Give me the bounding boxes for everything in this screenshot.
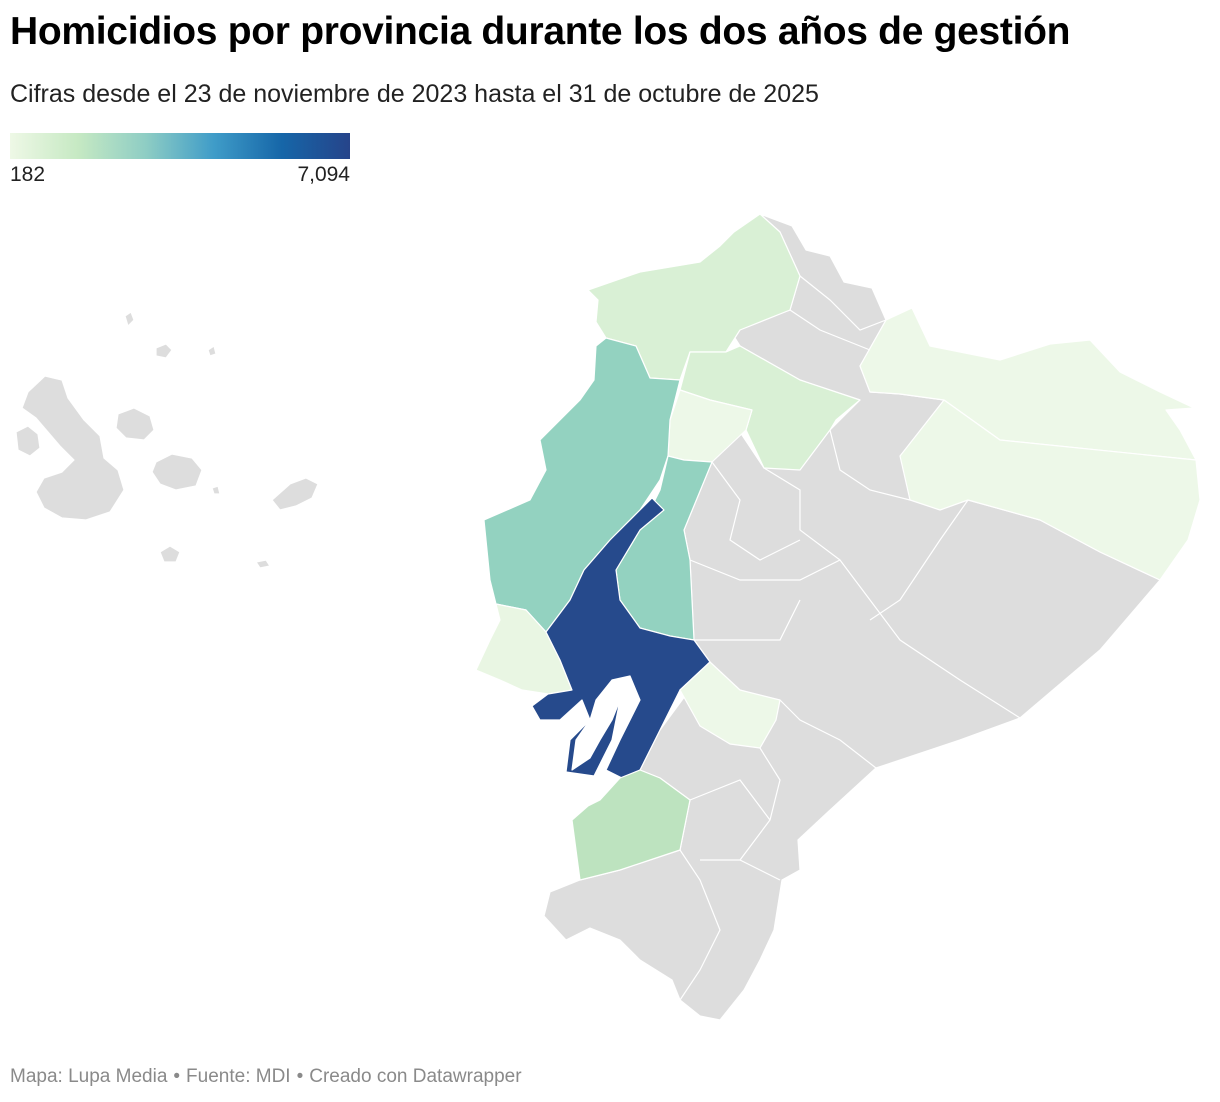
island-genovesa xyxy=(207,345,217,357)
ecuador-province-map xyxy=(15,213,1201,1021)
island-san-cristobal xyxy=(271,477,319,511)
chart-title: Homicidios por provincia durante los dos… xyxy=(10,10,1071,53)
legend-labels: 182 7,094 xyxy=(10,163,350,191)
map-credit: Mapa: Lupa Media xyxy=(10,1066,168,1087)
galapagos-islands xyxy=(15,311,319,569)
island-floreana xyxy=(159,545,181,563)
data-source: Fuente: MDI xyxy=(186,1066,291,1087)
chart-subtitle: Cifras desde el 23 de noviembre de 2023 … xyxy=(10,80,819,108)
island-small-east xyxy=(211,485,221,495)
island-fernandina xyxy=(15,425,41,457)
footer-credits: Mapa: Lupa Media • Fuente: MDI • Creado con … xyxy=(10,1066,522,1088)
region-sucumbios xyxy=(859,307,1197,461)
color-legend: 182 7,094 xyxy=(10,133,350,191)
region-orellana xyxy=(899,399,1201,581)
province-boundaries xyxy=(679,275,1021,1001)
legend-max-label: 7,094 xyxy=(297,163,350,186)
footer-separator: • xyxy=(173,1066,181,1087)
legend-min-label: 182 xyxy=(10,163,46,186)
region-guayas xyxy=(531,497,711,779)
tool-credit: Creado con Datawrapper xyxy=(309,1066,522,1087)
region-el-oro xyxy=(571,769,691,881)
island-isabela xyxy=(21,375,125,521)
island-marchena xyxy=(155,343,173,359)
island-pinta xyxy=(124,311,135,327)
island-espanola xyxy=(255,559,271,569)
island-santiago xyxy=(115,407,155,441)
island-santa-cruz xyxy=(151,453,203,491)
region-santa-elena xyxy=(475,603,573,695)
legend-gradient-bar xyxy=(10,133,350,159)
region-canar xyxy=(679,661,781,749)
footer-separator: • xyxy=(296,1066,304,1087)
